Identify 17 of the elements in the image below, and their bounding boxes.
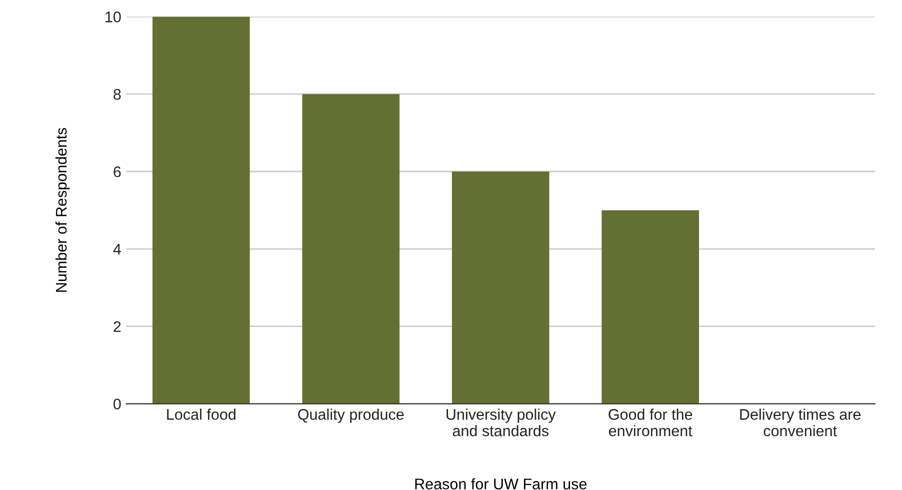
y-axis-title: Number of Respondents [55, 128, 70, 292]
y-tick-label: 8 [114, 88, 121, 100]
bar [452, 172, 550, 404]
bar [602, 210, 700, 404]
bar [152, 16, 250, 404]
x-tick-label: Local food [167, 408, 236, 420]
y-tick-label: 4 [113, 244, 121, 254]
y-tick-label: 0 [114, 398, 121, 410]
y-tick-label: 6 [114, 166, 121, 178]
x-tick-label: Delivery times are convenient [740, 408, 861, 436]
x-tick-label: Good for the environment [608, 408, 692, 436]
y-tick-label: 2 [114, 321, 121, 332]
x-tick-label: Quality produce [298, 408, 404, 423]
x-axis-title: Reason for UW Farm use [415, 478, 587, 490]
x-tick-label: University policy and standards [446, 408, 556, 436]
bar [302, 94, 400, 404]
y-tick-label: 10 [106, 12, 121, 22]
